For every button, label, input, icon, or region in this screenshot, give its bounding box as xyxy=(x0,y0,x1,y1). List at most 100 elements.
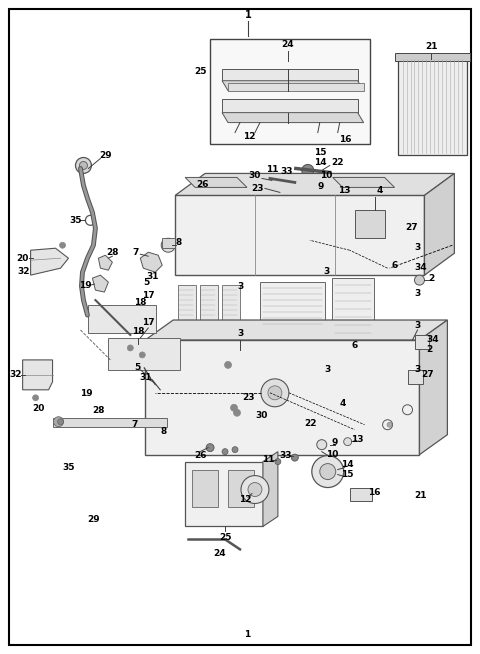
Bar xyxy=(408,370,423,384)
Text: 7: 7 xyxy=(132,421,138,429)
Text: 18: 18 xyxy=(134,298,147,307)
Text: 27: 27 xyxy=(421,370,434,379)
Text: 6: 6 xyxy=(391,261,397,269)
Text: 9: 9 xyxy=(332,438,338,447)
Text: 25: 25 xyxy=(219,533,231,542)
Circle shape xyxy=(317,439,327,450)
Bar xyxy=(145,340,420,455)
Text: 14: 14 xyxy=(341,460,354,469)
Text: 15: 15 xyxy=(341,470,354,479)
Text: 5: 5 xyxy=(134,364,141,372)
Text: 29: 29 xyxy=(99,151,112,160)
Text: 10: 10 xyxy=(320,171,332,181)
Polygon shape xyxy=(162,238,175,249)
Text: 19: 19 xyxy=(80,389,92,398)
Text: 19: 19 xyxy=(79,281,92,290)
Text: 2: 2 xyxy=(426,345,432,354)
Polygon shape xyxy=(185,177,247,188)
Text: 12: 12 xyxy=(239,495,251,504)
Bar xyxy=(178,285,196,323)
Circle shape xyxy=(274,177,282,184)
Text: 30: 30 xyxy=(255,411,268,419)
Bar xyxy=(200,285,218,323)
Circle shape xyxy=(54,417,63,426)
Text: 3: 3 xyxy=(414,366,420,374)
Text: 31: 31 xyxy=(147,271,159,281)
Text: 4: 4 xyxy=(376,186,383,195)
Text: 21: 21 xyxy=(415,490,427,500)
Text: 16: 16 xyxy=(368,488,381,497)
Polygon shape xyxy=(228,82,364,91)
Text: 2: 2 xyxy=(428,273,434,283)
Text: 3: 3 xyxy=(237,282,243,291)
Polygon shape xyxy=(424,173,455,275)
Text: 11: 11 xyxy=(262,455,274,464)
Text: 35: 35 xyxy=(69,216,82,225)
Circle shape xyxy=(60,242,65,249)
Bar xyxy=(355,211,384,238)
Circle shape xyxy=(320,464,336,479)
Text: 8: 8 xyxy=(160,427,167,436)
Text: 26: 26 xyxy=(196,181,209,190)
Polygon shape xyxy=(31,249,69,275)
Bar xyxy=(397,56,468,156)
Polygon shape xyxy=(145,320,447,340)
Text: 32: 32 xyxy=(10,370,22,379)
Text: 1: 1 xyxy=(244,630,250,640)
Text: 28: 28 xyxy=(106,248,119,257)
Polygon shape xyxy=(333,177,395,188)
Polygon shape xyxy=(263,452,278,526)
Text: 24: 24 xyxy=(282,41,294,49)
Text: 9: 9 xyxy=(317,182,324,192)
Text: 32: 32 xyxy=(17,267,30,276)
Polygon shape xyxy=(222,69,358,80)
Bar xyxy=(416,335,430,349)
Text: 29: 29 xyxy=(88,515,100,524)
Bar xyxy=(108,338,180,370)
Circle shape xyxy=(139,352,145,358)
Text: 16: 16 xyxy=(339,135,351,144)
Circle shape xyxy=(80,162,87,169)
Polygon shape xyxy=(140,252,162,272)
Text: 28: 28 xyxy=(93,406,105,415)
Circle shape xyxy=(225,362,231,368)
Polygon shape xyxy=(23,360,52,390)
Text: 20: 20 xyxy=(32,404,44,413)
Text: 1: 1 xyxy=(245,10,252,20)
Text: 17: 17 xyxy=(142,291,155,300)
Polygon shape xyxy=(93,275,108,292)
Polygon shape xyxy=(420,320,447,455)
Text: 31: 31 xyxy=(139,373,152,383)
Bar xyxy=(260,282,325,330)
Circle shape xyxy=(233,409,240,416)
Text: 13: 13 xyxy=(351,435,364,444)
Text: 24: 24 xyxy=(214,549,226,559)
Text: 18: 18 xyxy=(132,328,144,337)
Text: 33: 33 xyxy=(281,167,293,177)
Text: 12: 12 xyxy=(243,132,256,141)
Polygon shape xyxy=(98,255,112,270)
Polygon shape xyxy=(222,80,364,91)
Text: 33: 33 xyxy=(280,451,292,460)
Text: 6: 6 xyxy=(352,341,358,350)
Text: 26: 26 xyxy=(194,451,206,460)
Text: 11: 11 xyxy=(266,165,279,174)
Text: 3: 3 xyxy=(237,330,243,339)
Text: 3: 3 xyxy=(414,288,420,298)
Text: 25: 25 xyxy=(194,67,207,76)
Text: 22: 22 xyxy=(305,419,317,428)
Text: 34: 34 xyxy=(426,336,439,345)
Text: 13: 13 xyxy=(338,186,350,194)
Text: 23: 23 xyxy=(242,393,255,402)
Text: 35: 35 xyxy=(62,462,75,472)
Circle shape xyxy=(261,379,289,407)
Text: 23: 23 xyxy=(252,184,264,193)
Circle shape xyxy=(230,404,238,411)
Text: 21: 21 xyxy=(425,43,438,51)
Bar xyxy=(210,39,370,143)
Text: 20: 20 xyxy=(16,254,29,263)
Bar xyxy=(350,487,372,502)
Polygon shape xyxy=(222,112,364,122)
Text: 3: 3 xyxy=(414,243,420,252)
Text: 3: 3 xyxy=(414,320,420,330)
